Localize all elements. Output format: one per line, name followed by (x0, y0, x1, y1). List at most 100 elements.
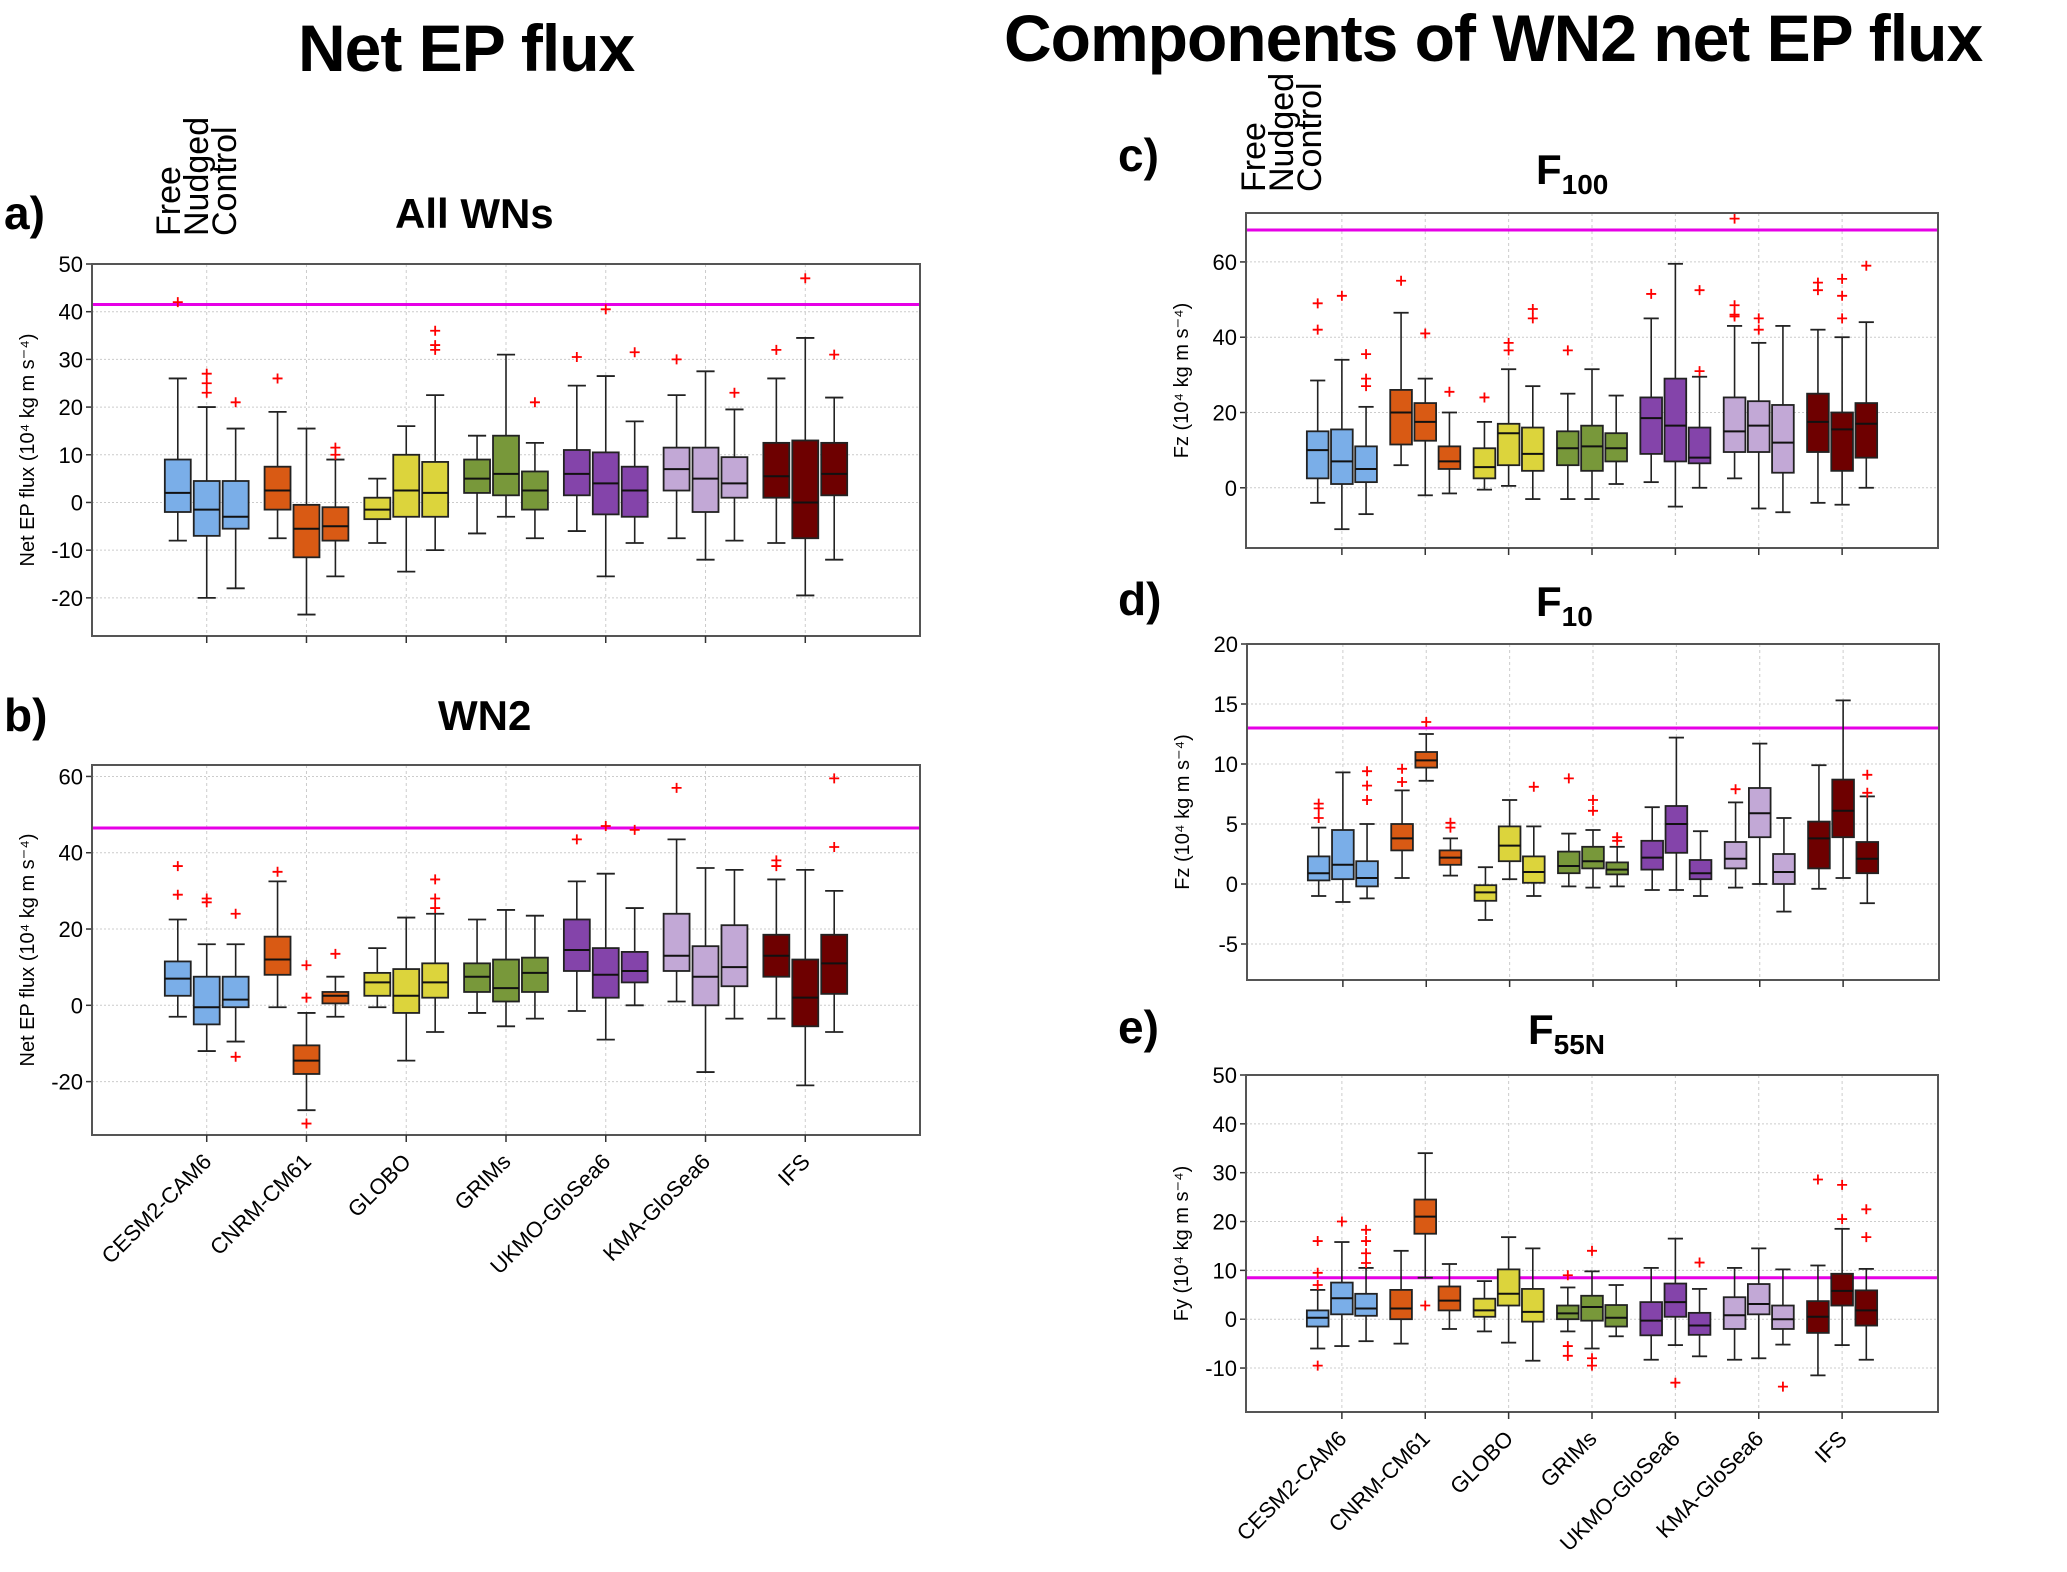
box-iqr (591, 947, 620, 999)
box-iqr (562, 918, 591, 972)
box-iqr (1472, 447, 1497, 480)
panel-c-title: F100 (1536, 146, 1608, 201)
outlier-marker (1612, 832, 1623, 843)
box-iqr (791, 439, 820, 540)
x-category-label: IFS (1810, 1426, 1852, 1468)
outlier-marker (829, 349, 840, 360)
outlier-marker (430, 340, 441, 351)
outlier-marker (230, 1051, 241, 1062)
box-iqr (1723, 841, 1748, 870)
box-iqr (221, 975, 250, 1009)
outlier-marker (1588, 805, 1598, 816)
outlier-marker (1862, 769, 1873, 780)
y-tick-label: 30 (59, 347, 83, 372)
y-tick-label: 20 (1213, 400, 1237, 425)
box-iqr (662, 912, 691, 972)
box-iqr (620, 465, 649, 518)
box-iqr (492, 434, 520, 497)
box-iqr (392, 453, 421, 518)
box-iqr (1771, 404, 1795, 474)
outlier-marker (1837, 1179, 1848, 1190)
outlier-marker (201, 893, 212, 904)
y-tick-label: 20 (59, 917, 83, 942)
outlier-marker (1861, 1232, 1872, 1243)
outlier-marker (1312, 1360, 1323, 1371)
outlier-marker (771, 344, 782, 355)
box-iqr (1687, 1311, 1712, 1336)
panel-e-label: e) (1118, 1001, 1159, 1053)
box-iqr (1557, 850, 1581, 875)
outlier-marker (1837, 273, 1848, 284)
box-iqr (521, 956, 549, 993)
y-tick-label: 15 (1214, 692, 1238, 717)
outlier-marker (1312, 324, 1323, 335)
right-main-title: Components of WN2 net EP flux (1004, 1, 1983, 75)
outlier-marker (1837, 313, 1848, 324)
outlier-marker (272, 373, 283, 384)
box-iqr (363, 496, 392, 521)
y-tick-label: -20 (51, 1070, 83, 1095)
box-iqr (1722, 396, 1747, 453)
outlier-marker (771, 855, 782, 866)
outlier-marker (1361, 1236, 1372, 1247)
y-tick-label: 50 (59, 252, 83, 277)
y-tick-label: 10 (1214, 752, 1238, 777)
outlier-marker (1396, 275, 1407, 286)
box-iqr (1390, 823, 1414, 852)
box-iqr (1521, 426, 1545, 472)
box-iqr (421, 461, 450, 518)
outlier-marker (671, 354, 682, 365)
outlier-marker (1397, 777, 1408, 787)
outlier-marker (1397, 763, 1408, 774)
box-iqr (263, 935, 292, 976)
box-iqr (1306, 855, 1331, 882)
outlier-marker (1753, 313, 1764, 324)
box-iqr (1472, 1297, 1497, 1318)
outlier-marker (1837, 1214, 1848, 1225)
outlier-marker (1729, 213, 1740, 224)
box-iqr (1854, 402, 1879, 459)
y-tick-label: 0 (71, 490, 83, 515)
outlier-marker (1730, 784, 1741, 795)
panel-e-title: F55N (1528, 1006, 1605, 1061)
box-iqr (820, 441, 849, 497)
box-iqr (1688, 859, 1713, 881)
panel-c-label: c) (1118, 129, 1159, 181)
outlier-marker (829, 773, 840, 784)
y-axis-label: Fz (10⁴ kg m s⁻⁴) (1171, 303, 1193, 459)
outlier-marker (1527, 313, 1538, 324)
y-tick-label: 40 (1213, 1112, 1237, 1137)
outlier-marker (1445, 817, 1456, 828)
box-iqr (263, 465, 292, 511)
outlier-marker (571, 352, 582, 362)
outlier-marker (1527, 303, 1538, 314)
y-tick-label: 30 (1213, 1161, 1237, 1186)
box-iqr (492, 958, 520, 1003)
box-iqr (1354, 445, 1378, 484)
box-iqr (1522, 855, 1546, 884)
box-iqr (1855, 841, 1880, 875)
outlier-marker (1361, 373, 1372, 384)
outlier-marker (1837, 290, 1848, 301)
outlier-marker (1362, 766, 1373, 777)
box-iqr (1330, 428, 1354, 485)
outlier-marker (1421, 717, 1432, 727)
outlier-marker (1670, 1377, 1681, 1388)
box-iqr (1355, 860, 1379, 888)
outlier-marker (1479, 392, 1490, 403)
panel-e-title-main: F (1528, 1006, 1554, 1053)
outlier-marker (430, 893, 441, 904)
panel-b-label: b) (4, 689, 48, 741)
outlier-marker (629, 347, 640, 358)
y-tick-label: -5 (1218, 932, 1238, 957)
outlier-marker (1444, 386, 1455, 397)
outlier-marker (301, 960, 312, 971)
outlier-marker (1336, 1216, 1347, 1227)
box-iqr (221, 480, 250, 530)
box-iqr (720, 924, 749, 988)
outlier-marker (1312, 1236, 1323, 1247)
panel-d-title: F10 (1536, 578, 1593, 633)
outlier-marker (600, 304, 611, 315)
